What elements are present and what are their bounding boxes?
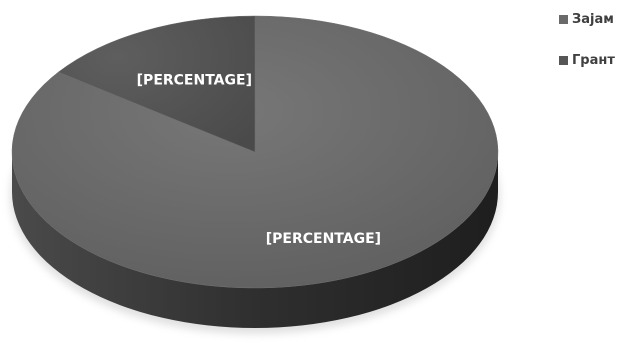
pie-layer: [PERCENTAGE] [PERCENTAGE] (10, 15, 500, 334)
legend-item-grant: Грант (559, 53, 615, 68)
pie-slice-grant (57, 15, 256, 153)
legend-swatch-grant (559, 56, 568, 65)
legend-label-grant: Грант (572, 53, 615, 68)
legend-swatch-zajam (559, 15, 568, 24)
legend-item-zajam: Зајам (559, 12, 615, 27)
data-label-grant: [PERCENTAGE] (137, 72, 252, 88)
data-label-zajam: [PERCENTAGE] (266, 231, 381, 247)
legend-label-zajam: Зајам (572, 12, 614, 27)
pie-side-wall (12, 152, 498, 328)
legend: Зајам Грант (559, 12, 615, 68)
